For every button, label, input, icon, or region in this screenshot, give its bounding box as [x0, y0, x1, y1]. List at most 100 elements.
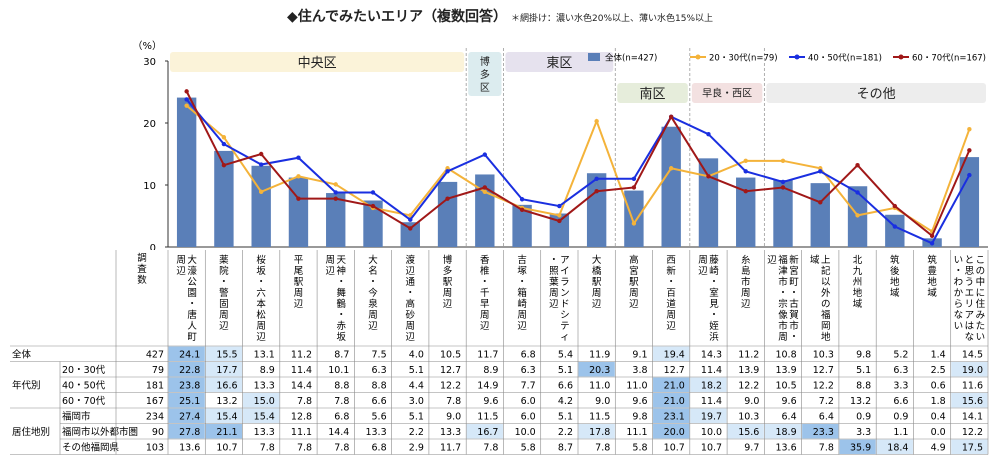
category-header: 域	[810, 254, 820, 266]
series-point	[296, 196, 301, 201]
cell-value: 9.7	[744, 442, 759, 453]
cell-value: 10.7	[216, 442, 237, 453]
cell-value: 14.4	[291, 380, 312, 391]
category-header: 新宮町・古賀市・	[789, 254, 799, 343]
group-label: 年代別	[12, 379, 41, 391]
series-point	[780, 185, 786, 190]
legend-swatch	[588, 53, 600, 61]
cell-value: 6.0	[521, 411, 536, 422]
n-value: 90	[152, 427, 164, 438]
series-point	[258, 162, 264, 167]
cell-value: 6.4	[819, 411, 834, 422]
cell-value: 10.0	[515, 427, 536, 438]
cell-value: 13.3	[254, 380, 275, 391]
y-tick-label: 10	[143, 181, 156, 192]
series-point	[370, 203, 376, 209]
cell-value: 1.8	[931, 396, 946, 407]
series-point	[743, 169, 748, 174]
cell-shade	[168, 362, 205, 377]
cell-shade	[653, 346, 690, 361]
category-header: アイランドシティ	[560, 255, 570, 343]
cell-value: 4.2	[558, 396, 573, 407]
bar	[773, 180, 793, 247]
cell-shade	[168, 377, 205, 392]
cell-value: 13.3	[440, 427, 461, 438]
legend-marker	[794, 54, 800, 60]
series-point	[780, 158, 786, 164]
cell-value: 11.4	[701, 396, 722, 407]
cell-value: 5.1	[558, 365, 573, 376]
cell-value: 10.5	[440, 349, 461, 360]
cell-value: 35.9	[850, 442, 871, 453]
cell-value: 3.3	[856, 427, 871, 438]
row-label: 60・70代	[62, 396, 106, 407]
cell-shade	[168, 408, 205, 423]
category-header: 桜坂・六本松周辺	[256, 254, 266, 343]
cell-value: 16.6	[216, 380, 237, 391]
cell-value: 20.0	[664, 427, 685, 438]
cell-value: 9.1	[632, 349, 647, 360]
series-point	[631, 185, 637, 190]
n-value: 103	[146, 442, 164, 453]
cell-value: 5.1	[409, 411, 424, 422]
cell-shade	[168, 424, 205, 439]
cell-value: 11.7	[477, 349, 498, 360]
cell-value: 10.3	[813, 349, 834, 360]
chart-title-block: ◆住んでみたいエリア（複数回答） ＊網掛け：濃い水色20%以上、薄い水色15%以上	[0, 6, 1000, 26]
cell-value: 15.4	[216, 411, 237, 422]
series-point	[296, 174, 301, 179]
series-point	[780, 179, 786, 185]
category-header: 大名・今泉周辺	[368, 254, 378, 332]
cell-value: 18.4	[887, 442, 908, 453]
bar	[512, 204, 532, 247]
cell-value: 12.8	[291, 411, 312, 422]
cell-value: 0.4	[931, 411, 946, 422]
cell-value: 25.1	[179, 396, 200, 407]
region-band	[468, 52, 502, 96]
series-point	[184, 103, 189, 108]
cell-value: 10.7	[664, 442, 685, 453]
cell-shade	[653, 408, 690, 423]
cell-shade	[764, 424, 802, 439]
series-point	[855, 213, 860, 218]
cell-value: 13.1	[254, 349, 275, 360]
cell-value: 11.2	[291, 349, 312, 360]
cell-shade	[653, 393, 690, 408]
series-point	[668, 114, 674, 120]
bar	[475, 174, 495, 247]
cell-value: 13.9	[775, 365, 796, 376]
cell-value: 14.5	[962, 349, 983, 360]
cell-value: 7.8	[260, 442, 275, 453]
cell-value: 9.8	[856, 349, 871, 360]
cell-value: 12.2	[962, 427, 983, 438]
category-header: 天神・舞鶴・赤坂	[336, 255, 346, 343]
series-point	[482, 185, 488, 190]
n-value: 79	[152, 365, 164, 376]
region-band	[505, 52, 614, 72]
cell-value: 12.7	[664, 365, 685, 376]
series-point	[668, 166, 674, 171]
cell-value: 11.0	[589, 380, 610, 391]
cell-value: 9.6	[632, 396, 647, 407]
bar	[736, 177, 756, 247]
cell-value: 9.6	[782, 396, 797, 407]
series-point	[818, 169, 823, 174]
row-label: その他福岡県	[62, 441, 120, 453]
group-label: 全体	[12, 348, 32, 360]
cell-value: 5.8	[632, 442, 647, 453]
cell-value: 13.3	[254, 427, 275, 438]
bar	[251, 165, 271, 247]
data-table: 調査数大濠公園・唐人町周辺薬院・警固周辺桜坂・六本松周辺平尾駅周辺天神・舞鶴・赤…	[10, 250, 989, 455]
cell-value: 6.3	[893, 365, 908, 376]
bar	[810, 183, 830, 247]
cell-value: 14.3	[701, 349, 722, 360]
category-header: 周辺	[176, 255, 186, 277]
cell-value: 7.7	[521, 380, 536, 391]
category-header: い・わからない	[954, 255, 964, 332]
series-point	[743, 158, 748, 164]
cell-value: 11.1	[291, 427, 312, 438]
series-point	[408, 226, 413, 231]
cell-value: 19.4	[664, 349, 685, 360]
series-point	[818, 200, 823, 205]
cell-value: 6.3	[372, 365, 387, 376]
